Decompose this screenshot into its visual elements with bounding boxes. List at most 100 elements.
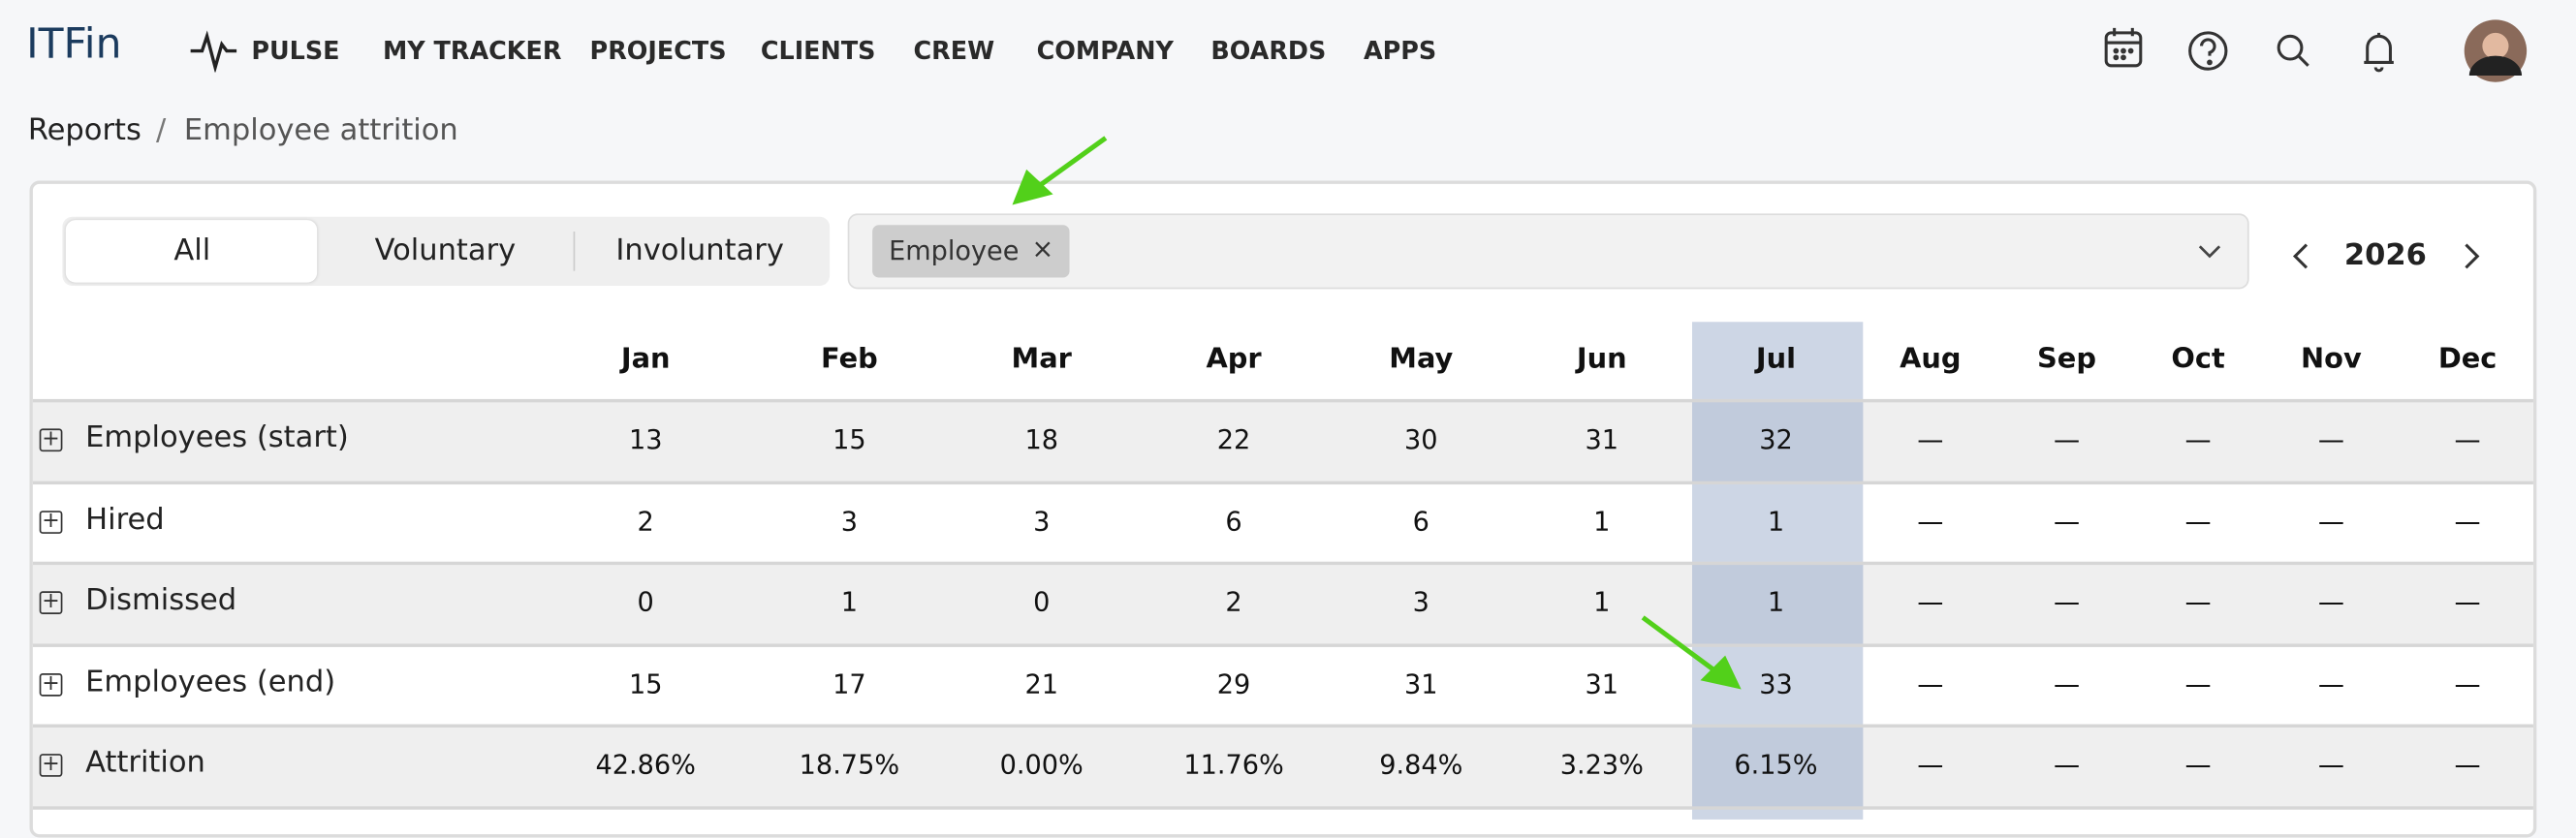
- next-year[interactable]: [2456, 239, 2486, 272]
- table-cell: —: [2184, 506, 2212, 538]
- breadcrumb-separator: /: [156, 112, 167, 148]
- table-cell: —: [2317, 667, 2344, 700]
- table-cell: 3: [840, 506, 859, 538]
- app: ITFin Reports / Employee attrition Emplo…: [26, 19, 2537, 838]
- expand-icon[interactable]: +: [39, 511, 63, 534]
- column-header: Sep: [2037, 343, 2096, 377]
- expand-icon[interactable]: +: [39, 428, 63, 452]
- table-cell: —: [1917, 667, 1944, 700]
- tab-divider: [573, 232, 576, 271]
- table-cell: —: [1917, 748, 1944, 781]
- column-header: Jul: [1755, 343, 1797, 377]
- table-cell: 32: [1759, 423, 1793, 455]
- table-cell: 2: [637, 506, 654, 538]
- table-cell: 6: [1412, 506, 1429, 538]
- table-cell: 1: [840, 586, 859, 618]
- table-row-bg: [32, 563, 2533, 645]
- table-cell: 6: [1225, 506, 1242, 538]
- expand-icon[interactable]: +: [39, 591, 63, 614]
- help-icon[interactable]: [2188, 31, 2228, 71]
- table-cell: 21: [1024, 667, 1058, 700]
- table-cell: 3: [1033, 506, 1051, 538]
- row-border: [32, 806, 2533, 810]
- column-header: May: [1389, 343, 1454, 377]
- dropdown-chevron[interactable]: [2195, 239, 2225, 263]
- table-cell: 22: [1216, 423, 1251, 455]
- table-row-bg: [32, 400, 2533, 482]
- column-header: Nov: [2301, 343, 2362, 377]
- table-cell: 31: [1585, 423, 1619, 455]
- logo[interactable]: ITFin: [26, 19, 122, 68]
- table-cell: 0.00%: [999, 748, 1084, 781]
- table-row-bg: [32, 645, 2533, 728]
- filter-chip: [872, 225, 1070, 278]
- year: 2026: [2343, 237, 2427, 273]
- nav-item[interactable]: APPS: [1363, 36, 1437, 66]
- nav-item[interactable]: PULSE: [251, 36, 340, 66]
- table-cell: 18: [1024, 423, 1058, 455]
- column-header: Jun: [1576, 343, 1627, 377]
- table-cell: —: [2317, 586, 2344, 618]
- filter-select[interactable]: [847, 213, 2249, 290]
- pulse-icon: [190, 30, 237, 73]
- column-header: Oct: [2171, 343, 2225, 377]
- table-cell: —: [1917, 506, 1944, 538]
- table-cell: 31: [1404, 667, 1438, 700]
- nav-item[interactable]: CREW: [913, 36, 995, 66]
- table-cell: 13: [628, 423, 663, 455]
- tab[interactable]: Voluntary: [374, 233, 517, 268]
- toolbar-icons: [2104, 19, 2528, 82]
- table-cell: 11.76%: [1183, 748, 1284, 781]
- breadcrumb-current: Employee attrition: [183, 112, 458, 148]
- table-cell: 1: [1593, 506, 1611, 538]
- row-label: Attrition: [85, 745, 205, 781]
- table-cell: —: [2454, 506, 2481, 538]
- table-cell: —: [2184, 748, 2212, 781]
- highlight-cell: [1692, 400, 1864, 482]
- column-header: Apr: [1206, 343, 1262, 377]
- row-label: Employees (end): [85, 665, 336, 700]
- table-cell: 1: [1767, 586, 1785, 618]
- nav-item[interactable]: BOARDS: [1210, 36, 1327, 66]
- table-cell: 18.75%: [799, 748, 900, 781]
- prev-year[interactable]: [2287, 239, 2317, 272]
- column-header: Jan: [620, 343, 671, 377]
- avatar[interactable]: [2464, 19, 2528, 82]
- tab-selected-bg: [65, 220, 318, 283]
- table-cell: 9.84%: [1379, 748, 1463, 781]
- table-cell: 1: [1767, 506, 1785, 538]
- table-row-bg: [32, 726, 2533, 808]
- expand-icon[interactable]: +: [39, 754, 63, 777]
- table-cell: —: [1917, 423, 1944, 455]
- tab[interactable]: All: [173, 233, 211, 268]
- table-cell: —: [2053, 748, 2081, 781]
- chip-remove[interactable]: ×: [1031, 233, 1054, 264]
- nav-item[interactable]: CLIENTS: [760, 36, 876, 66]
- table-cell: 33: [1759, 667, 1793, 700]
- row-label: Employees (start): [85, 419, 349, 455]
- bell-icon[interactable]: [2364, 32, 2394, 73]
- nav-item[interactable]: PROJECTS: [589, 36, 727, 66]
- row-border: [32, 398, 2533, 403]
- expand-icon[interactable]: +: [39, 673, 63, 697]
- search-icon[interactable]: [2277, 34, 2309, 67]
- nav-item[interactable]: COMPANY: [1036, 36, 1174, 66]
- row-label: Hired: [85, 502, 165, 538]
- table-cell: 15: [832, 423, 866, 455]
- row-label: Dismissed: [85, 582, 237, 618]
- table-cell: 42.86%: [595, 748, 696, 781]
- tab[interactable]: Involuntary: [615, 233, 784, 268]
- chip-label: Employee: [889, 234, 1020, 266]
- table-cell: —: [2454, 667, 2481, 700]
- highlight-cell: [1692, 563, 1864, 645]
- table-cell: —: [2053, 423, 2081, 455]
- row-border: [32, 481, 2533, 485]
- column-header: Aug: [1900, 343, 1962, 377]
- table-cell: 6.15%: [1734, 748, 1818, 781]
- nav-item[interactable]: MY TRACKER: [382, 36, 562, 66]
- table-cell: 0: [1033, 586, 1051, 618]
- table-cell: —: [2184, 667, 2212, 700]
- row-border: [32, 561, 2533, 566]
- breadcrumb-root[interactable]: Reports: [27, 112, 141, 148]
- calendar-icon[interactable]: [2104, 27, 2143, 68]
